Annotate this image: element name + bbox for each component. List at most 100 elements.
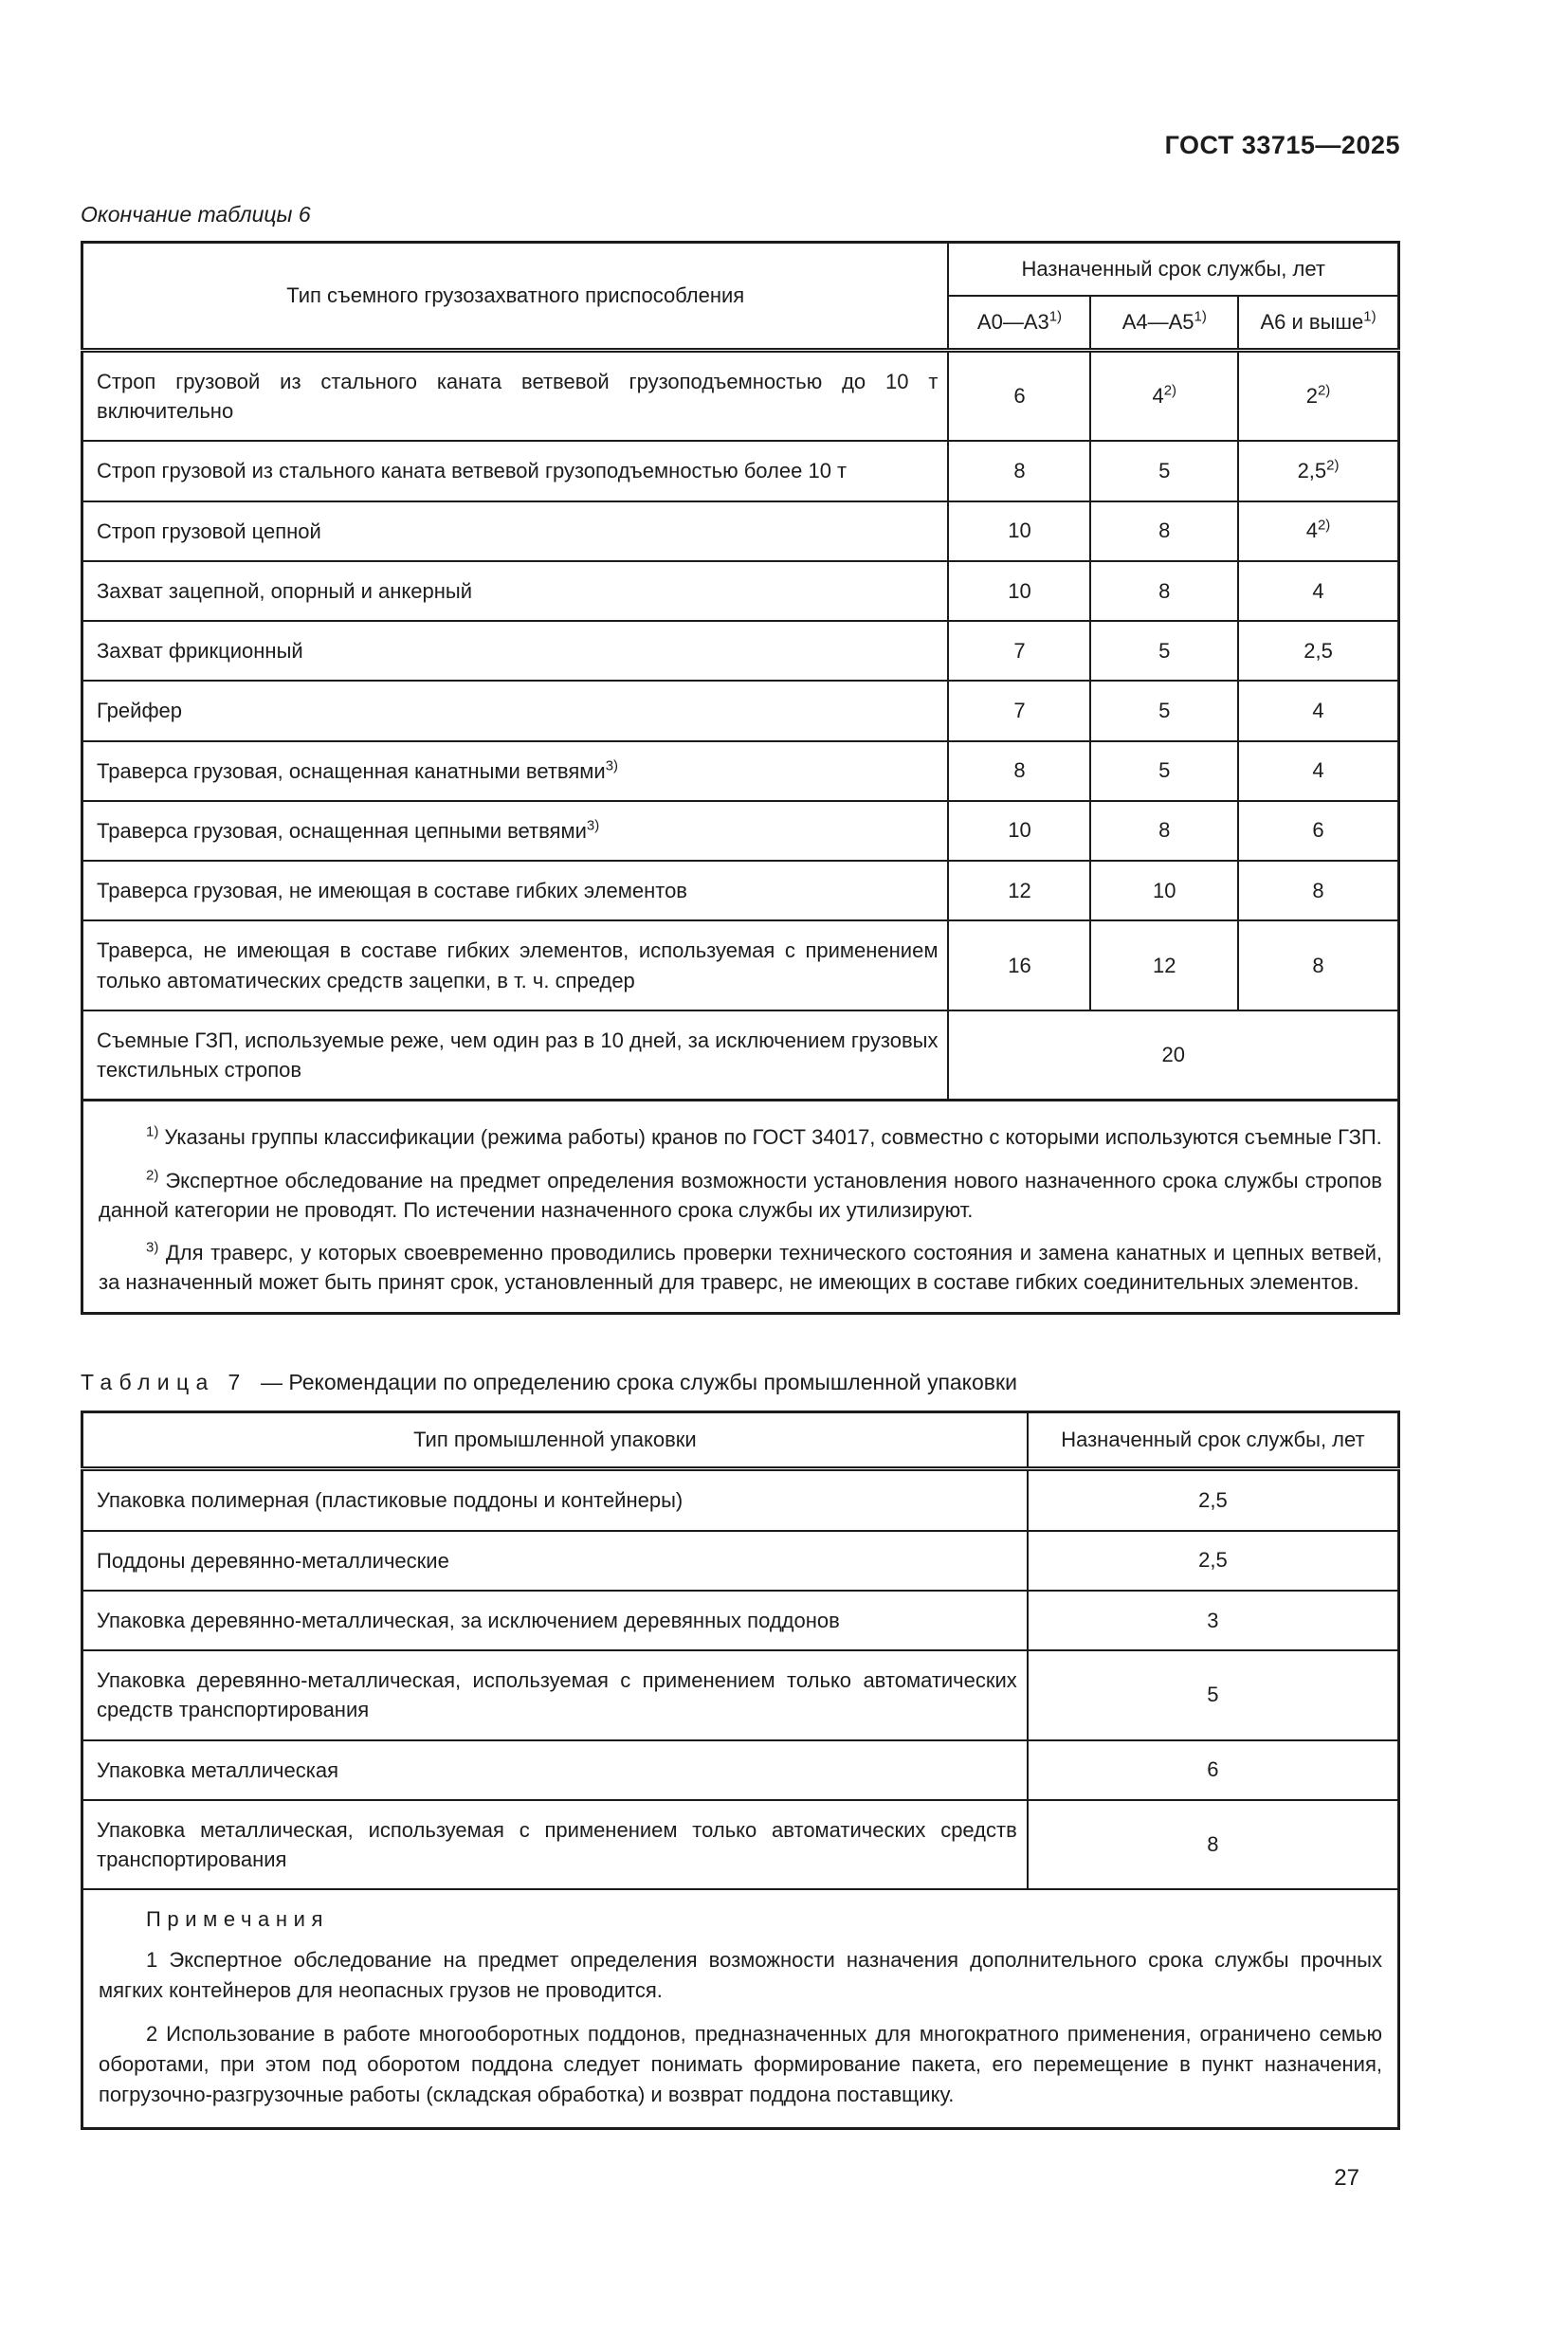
- row-label: Строп грузовой из стального каната ветве…: [81, 440, 950, 502]
- value-text: 8: [1013, 459, 1026, 483]
- row-value: 8: [1089, 799, 1240, 863]
- document-page: { "page": { "standard": "ГОСТ 33715—2025…: [0, 131, 1568, 2348]
- footnote-text: Для траверс, у которых своевременно пров…: [99, 1240, 1382, 1295]
- value-text: 7: [1013, 699, 1026, 723]
- row-label: Упаковка полимерная (пластиковые поддоны…: [81, 1467, 1029, 1532]
- table-row: Траверса, не имеющая в составе гибких эл…: [81, 919, 1400, 1011]
- row-value: 7: [947, 620, 1092, 683]
- table-row: Упаковка металлическая, используемая с п…: [81, 1798, 1400, 1891]
- row-value: 10: [947, 799, 1092, 863]
- value-text: 4: [1312, 578, 1324, 603]
- value-text: 5: [1158, 638, 1171, 663]
- row-value: 42): [1237, 500, 1400, 562]
- table7-caption-label: Таблица 7: [81, 1370, 247, 1395]
- row-value: 8: [1026, 1798, 1400, 1891]
- value-text: 8: [1013, 758, 1026, 783]
- value-text: 10: [1153, 878, 1176, 902]
- value-text: 16: [1008, 953, 1031, 977]
- row-label: Строп грузовой из стального каната ветве…: [81, 349, 950, 443]
- footnote-text: Указаны группы классификации (режима раб…: [158, 1125, 1382, 1150]
- row-label: Упаковка деревянно-металлическая, за иск…: [81, 1589, 1029, 1652]
- row-label: Поддоны деревянно-металлические: [81, 1529, 1029, 1592]
- row-value: 10: [947, 500, 1092, 562]
- table6-header-row-1: Тип съемного грузозахватного приспособле…: [81, 241, 1400, 353]
- row-value: 2,5: [1237, 620, 1400, 683]
- table-row: Траверса грузовая, оснащенная цепными ве…: [81, 799, 1400, 863]
- row-value: 8: [1237, 860, 1400, 922]
- footnote-ref: 1): [1363, 308, 1377, 325]
- row-value: 5: [1089, 620, 1240, 683]
- value-text: 5: [1158, 758, 1171, 783]
- service-life-table-gzp: Тип съемного грузозахватного приспособле…: [81, 241, 1400, 1316]
- table6-col1-header: Тип съемного грузозахватного приспособле…: [81, 241, 950, 353]
- table6-footnotes-row: 1) Указаны группы классификации (режима …: [81, 1099, 1400, 1315]
- row-label: Строп грузовой цепной: [81, 500, 950, 562]
- note-2: 2 Использование в работе многооборотных …: [99, 2022, 1382, 2106]
- row-value: 10: [947, 559, 1092, 623]
- row-value: 2,5: [1026, 1529, 1400, 1592]
- table-row: Траверса грузовая, не имеющая в составе …: [81, 860, 1400, 922]
- row-label-text: Строп грузовой из стального каната ветве…: [97, 370, 939, 424]
- footnote-ref: 1): [1048, 308, 1063, 325]
- table-row: Строп грузовой из стального каната ветве…: [81, 349, 1400, 443]
- table6-continuation-caption: Окончание таблицы 6: [81, 202, 311, 227]
- value-text: 12: [1008, 878, 1031, 902]
- note-1: 1 Экспертное обследование на предмет опр…: [99, 1948, 1382, 2003]
- row-value: 16: [947, 919, 1092, 1011]
- value-text: 4: [1152, 384, 1164, 409]
- subcol-label: А6 и выше: [1260, 310, 1364, 334]
- row-value: 8: [1089, 500, 1240, 562]
- row-value: 7: [947, 680, 1092, 742]
- table6-subcol-a4a5: А4—А51): [1089, 295, 1240, 353]
- table-row: Строп грузовой из стального каната ветве…: [81, 440, 1400, 502]
- row-value: 10: [1089, 860, 1240, 922]
- row-value: 2,5: [1026, 1467, 1400, 1532]
- table-row: Захват фрикционный 7 5 2,5: [81, 620, 1400, 683]
- subcol-label: А4—А5: [1121, 310, 1194, 334]
- table6-subcol-a6plus: А6 и выше1): [1237, 295, 1400, 353]
- value-text: 2: [1305, 384, 1318, 409]
- standard-designation: ГОСТ 33715—2025: [1164, 131, 1400, 159]
- footnote-marker: 1): [146, 1123, 159, 1140]
- table7-caption: Таблица 7 — Рекомендации по определению …: [81, 1370, 1400, 1395]
- value-text: 4: [1305, 519, 1318, 543]
- service-life-table-packaging: Тип промышленной упаковки Назначенный ср…: [81, 1411, 1400, 2130]
- row-label-text: Траверса, не имеющая в составе гибких эл…: [97, 938, 939, 992]
- table-row: Траверса грузовая, оснащенная канатными …: [81, 739, 1400, 802]
- table-row-spanned: Съемные ГЗП, используемые реже, чем один…: [81, 1009, 1400, 1101]
- table-row: Поддоны деревянно-металлические 2,5: [81, 1529, 1400, 1592]
- row-label: Захват зацепной, опорный и анкерный: [81, 559, 950, 623]
- footnote-1: 1) Указаны группы классификации (режима …: [99, 1122, 1382, 1152]
- row-label-text: Захват фрикционный: [97, 639, 303, 664]
- row-label: Упаковка металлическая, используемая с п…: [81, 1798, 1029, 1891]
- row-value: 5: [1026, 1649, 1400, 1741]
- row-label: Траверса, не имеющая в составе гибких эл…: [81, 919, 950, 1011]
- table7-notes: Примечания 1 Экспертное обследование на …: [81, 1888, 1400, 2130]
- value-text: 10: [1008, 818, 1031, 843]
- row-label: Траверса грузовая, оснащенная цепными ве…: [81, 799, 950, 863]
- row-value: 5: [1089, 680, 1240, 742]
- table-row: Упаковка деревянно-металлическая, исполь…: [81, 1649, 1400, 1741]
- table7-caption-text: — Рекомендации по определению срока служ…: [261, 1370, 1017, 1395]
- table-row: Строп грузовой цепной 10 8 42): [81, 500, 1400, 562]
- table7-header-row: Тип промышленной упаковки Назначенный ср…: [81, 1411, 1400, 1472]
- row-value: 2,52): [1237, 440, 1400, 502]
- value-text: 8: [1312, 878, 1324, 902]
- footnote-marker: 2): [146, 1167, 159, 1184]
- footnote-3: 3) Для траверс, у которых своевременно п…: [99, 1238, 1382, 1297]
- row-value-spanned: 20: [947, 1009, 1400, 1101]
- value-text: 4: [1312, 758, 1324, 783]
- value-text: 8: [1158, 818, 1171, 843]
- row-value: 4: [1237, 680, 1400, 742]
- table7-notes-row: Примечания 1 Экспертное обследование на …: [81, 1888, 1400, 2130]
- table-row: Упаковка деревянно-металлическая, за иск…: [81, 1589, 1400, 1652]
- value-text: 7: [1013, 638, 1026, 663]
- value-text: 8: [1158, 578, 1171, 603]
- value-text: 2,5: [1304, 638, 1333, 663]
- value-text: 2,5: [1297, 459, 1327, 483]
- row-value: 6: [1026, 1738, 1400, 1801]
- row-label: Траверса грузовая, не имеющая в составе …: [81, 860, 950, 922]
- row-label: Съемные ГЗП, используемые реже, чем один…: [81, 1009, 950, 1101]
- row-value: 8: [1237, 919, 1400, 1011]
- footnote-ref: 3): [586, 817, 600, 834]
